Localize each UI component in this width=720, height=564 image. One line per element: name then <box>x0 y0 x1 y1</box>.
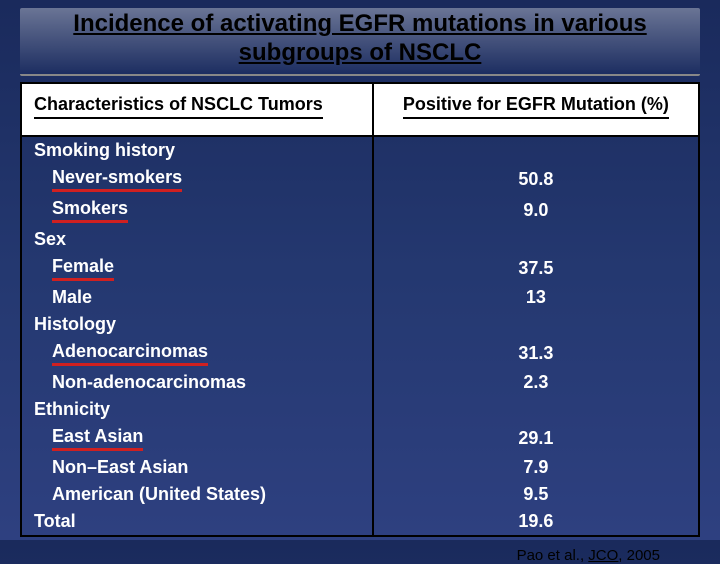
table-row: Never-smokers 50.8 <box>21 164 699 195</box>
citation-prefix: Pao et al., <box>517 547 589 564</box>
table-row: Male 13 <box>21 284 699 311</box>
table-row: American (United States) 9.5 <box>21 481 699 508</box>
row-label-cell: Adenocarcinomas <box>21 338 373 369</box>
row-value-cell: 31.3 <box>373 338 699 369</box>
column-header-positive: Positive for EGFR Mutation (%) <box>373 83 699 136</box>
row-value-cell: 9.0 <box>373 195 699 226</box>
table-container: Characteristics of NSCLC Tumors Positive… <box>20 82 700 537</box>
table-body: Smoking history Never-smokers 50.8 Smokers 9… <box>21 136 699 536</box>
row-label: Never-smokers <box>52 167 182 192</box>
table-row: Histology <box>21 311 699 338</box>
row-label-cell: Ethnicity <box>21 396 373 423</box>
slide-title: Incidence of activating EGFR mutations i… <box>20 8 700 76</box>
row-label-cell: American (United States) <box>21 481 373 508</box>
row-label-cell: Non–East Asian <box>21 454 373 481</box>
row-label-cell: Total <box>21 508 373 536</box>
row-value-cell: 2.3 <box>373 369 699 396</box>
row-value-cell: 50.8 <box>373 164 699 195</box>
row-label-cell: Histology <box>21 311 373 338</box>
column-header-characteristics: Characteristics of NSCLC Tumors <box>21 83 373 136</box>
row-value-cell: 29.1 <box>373 423 699 454</box>
row-label: Total <box>34 511 76 531</box>
citation-journal: JCO, <box>588 547 622 564</box>
row-value-cell: 13 <box>373 284 699 311</box>
row-label: Male <box>52 287 92 307</box>
citation: Pao et al., JCO, 2005 <box>20 537 700 564</box>
table-row: Total 19.6 <box>21 508 699 536</box>
row-label-cell: Sex <box>21 226 373 253</box>
row-value-cell: 9.5 <box>373 481 699 508</box>
table-row: Sex <box>21 226 699 253</box>
row-label: Adenocarcinomas <box>52 341 208 366</box>
row-label-cell: Smoking history <box>21 136 373 164</box>
row-value-cell <box>373 396 699 423</box>
table-row: Non-adenocarcinomas 2.3 <box>21 369 699 396</box>
column-header-right-text: Positive for EGFR Mutation (%) <box>403 94 669 119</box>
citation-year: 2005 <box>622 547 660 564</box>
data-table: Characteristics of NSCLC Tumors Positive… <box>20 82 700 537</box>
row-value-cell: 7.9 <box>373 454 699 481</box>
row-label: Sex <box>34 229 66 249</box>
row-label-cell: Smokers <box>21 195 373 226</box>
column-header-left-text: Characteristics of NSCLC Tumors <box>34 94 323 119</box>
row-label: Histology <box>34 314 116 334</box>
row-label: Female <box>52 256 114 281</box>
row-label: Smoking history <box>34 140 175 160</box>
row-label-cell: East Asian <box>21 423 373 454</box>
table-row: Female 37.5 <box>21 253 699 284</box>
row-label: Ethnicity <box>34 399 110 419</box>
table-row: East Asian 29.1 <box>21 423 699 454</box>
table-row: Ethnicity <box>21 396 699 423</box>
table-row: Smoking history <box>21 136 699 164</box>
row-label-cell: Male <box>21 284 373 311</box>
table-row: Smokers 9.0 <box>21 195 699 226</box>
row-label-cell: Non-adenocarcinomas <box>21 369 373 396</box>
row-label-cell: Never-smokers <box>21 164 373 195</box>
row-value-cell: 37.5 <box>373 253 699 284</box>
row-label-cell: Female <box>21 253 373 284</box>
row-label: Non–East Asian <box>52 457 188 477</box>
slide-container: Incidence of activating EGFR mutations i… <box>0 0 720 540</box>
row-label: American (United States) <box>52 484 266 504</box>
row-label: Non-adenocarcinomas <box>52 372 246 392</box>
row-label: Smokers <box>52 198 128 223</box>
table-row: Adenocarcinomas 31.3 <box>21 338 699 369</box>
row-value-cell <box>373 136 699 164</box>
row-value-cell <box>373 311 699 338</box>
row-label: East Asian <box>52 426 143 451</box>
row-value-cell: 19.6 <box>373 508 699 536</box>
table-row: Non–East Asian 7.9 <box>21 454 699 481</box>
row-value-cell <box>373 226 699 253</box>
